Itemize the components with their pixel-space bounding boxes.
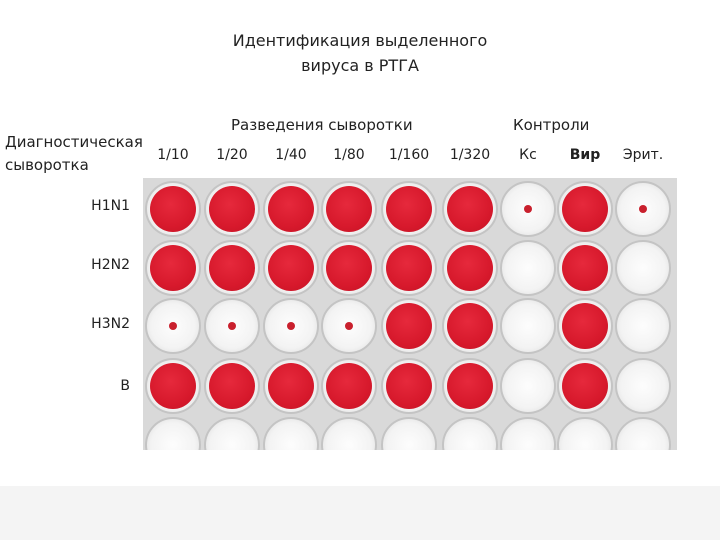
well-r2-c2 <box>204 240 260 296</box>
well-r3-c8 <box>557 298 613 354</box>
well-r1-c5 <box>381 181 437 237</box>
well-r2-c5 <box>381 240 437 296</box>
slide-title: Идентификация выделенного вируса в РТГА <box>180 28 540 78</box>
well-r4-c5 <box>381 358 437 414</box>
well-r4-c2 <box>204 358 260 414</box>
well-r2-c1 <box>145 240 201 296</box>
well-r4-c7 <box>500 358 556 414</box>
well-r2-c9 <box>615 240 671 296</box>
well-r3-c2 <box>204 298 260 354</box>
well-r1-c6 <box>442 181 498 237</box>
well-r5-c8 <box>557 417 613 450</box>
column-label-5: 1/160 <box>388 147 430 163</box>
well-r3-c1 <box>145 298 201 354</box>
diagnostic-line-1: Диагностическая <box>5 133 143 151</box>
well-r1-c9 <box>615 181 671 237</box>
well-r3-c3 <box>263 298 319 354</box>
well-r2-c4 <box>321 240 377 296</box>
microplate <box>143 178 677 450</box>
column-label-7: Кс <box>519 147 537 163</box>
well-r3-c6 <box>442 298 498 354</box>
slide: Идентификация выделенного вируса в РТГА … <box>5 28 677 450</box>
column-label-2: 1/20 <box>216 147 248 163</box>
well-r3-c4 <box>321 298 377 354</box>
diagnostic-line-2: сыворотка <box>5 156 89 174</box>
dilutions-header: Разведения сыворотки <box>231 116 413 134</box>
well-r1-c3 <box>263 181 319 237</box>
well-r3-c9 <box>615 298 671 354</box>
well-r4-c8 <box>557 358 613 414</box>
well-r5-c6 <box>442 417 498 450</box>
column-label-3: 1/40 <box>275 147 307 163</box>
bottom-band <box>0 486 720 540</box>
well-r4-c9 <box>615 358 671 414</box>
well-r2-c3 <box>263 240 319 296</box>
well-r5-c7 <box>500 417 556 450</box>
column-label-9: Эрит. <box>622 147 664 163</box>
row-label-2: H2N2 <box>91 257 130 273</box>
well-r2-c8 <box>557 240 613 296</box>
well-r5-c4 <box>321 417 377 450</box>
title-line-2: вируса в РТГА <box>301 56 419 75</box>
title-line-1: Идентификация выделенного <box>232 31 488 50</box>
well-r4-c3 <box>263 358 319 414</box>
well-r2-c6 <box>442 240 498 296</box>
diagnostic-serum-label: Диагностическая сыворотка <box>5 131 143 177</box>
row-label-4: B <box>120 378 130 394</box>
well-r1-c2 <box>204 181 260 237</box>
well-r3-c7 <box>500 298 556 354</box>
column-label-8: Вир <box>569 147 601 163</box>
controls-header: Контроли <box>513 116 590 134</box>
well-r4-c4 <box>321 358 377 414</box>
well-r4-c6 <box>442 358 498 414</box>
well-r5-c1 <box>145 417 201 450</box>
well-r5-c3 <box>263 417 319 450</box>
well-r5-c2 <box>204 417 260 450</box>
well-r1-c1 <box>145 181 201 237</box>
well-r1-c8 <box>557 181 613 237</box>
well-r4-c1 <box>145 358 201 414</box>
well-r5-c9 <box>615 417 671 450</box>
well-r5-c5 <box>381 417 437 450</box>
well-r2-c7 <box>500 240 556 296</box>
well-r1-c4 <box>321 181 377 237</box>
well-r3-c5 <box>381 298 437 354</box>
column-label-6: 1/320 <box>449 147 491 163</box>
row-label-3: H3N2 <box>91 316 130 332</box>
well-r1-c7 <box>500 181 556 237</box>
column-label-4: 1/80 <box>333 147 365 163</box>
row-label-1: H1N1 <box>91 198 130 214</box>
column-label-1: 1/10 <box>157 147 189 163</box>
